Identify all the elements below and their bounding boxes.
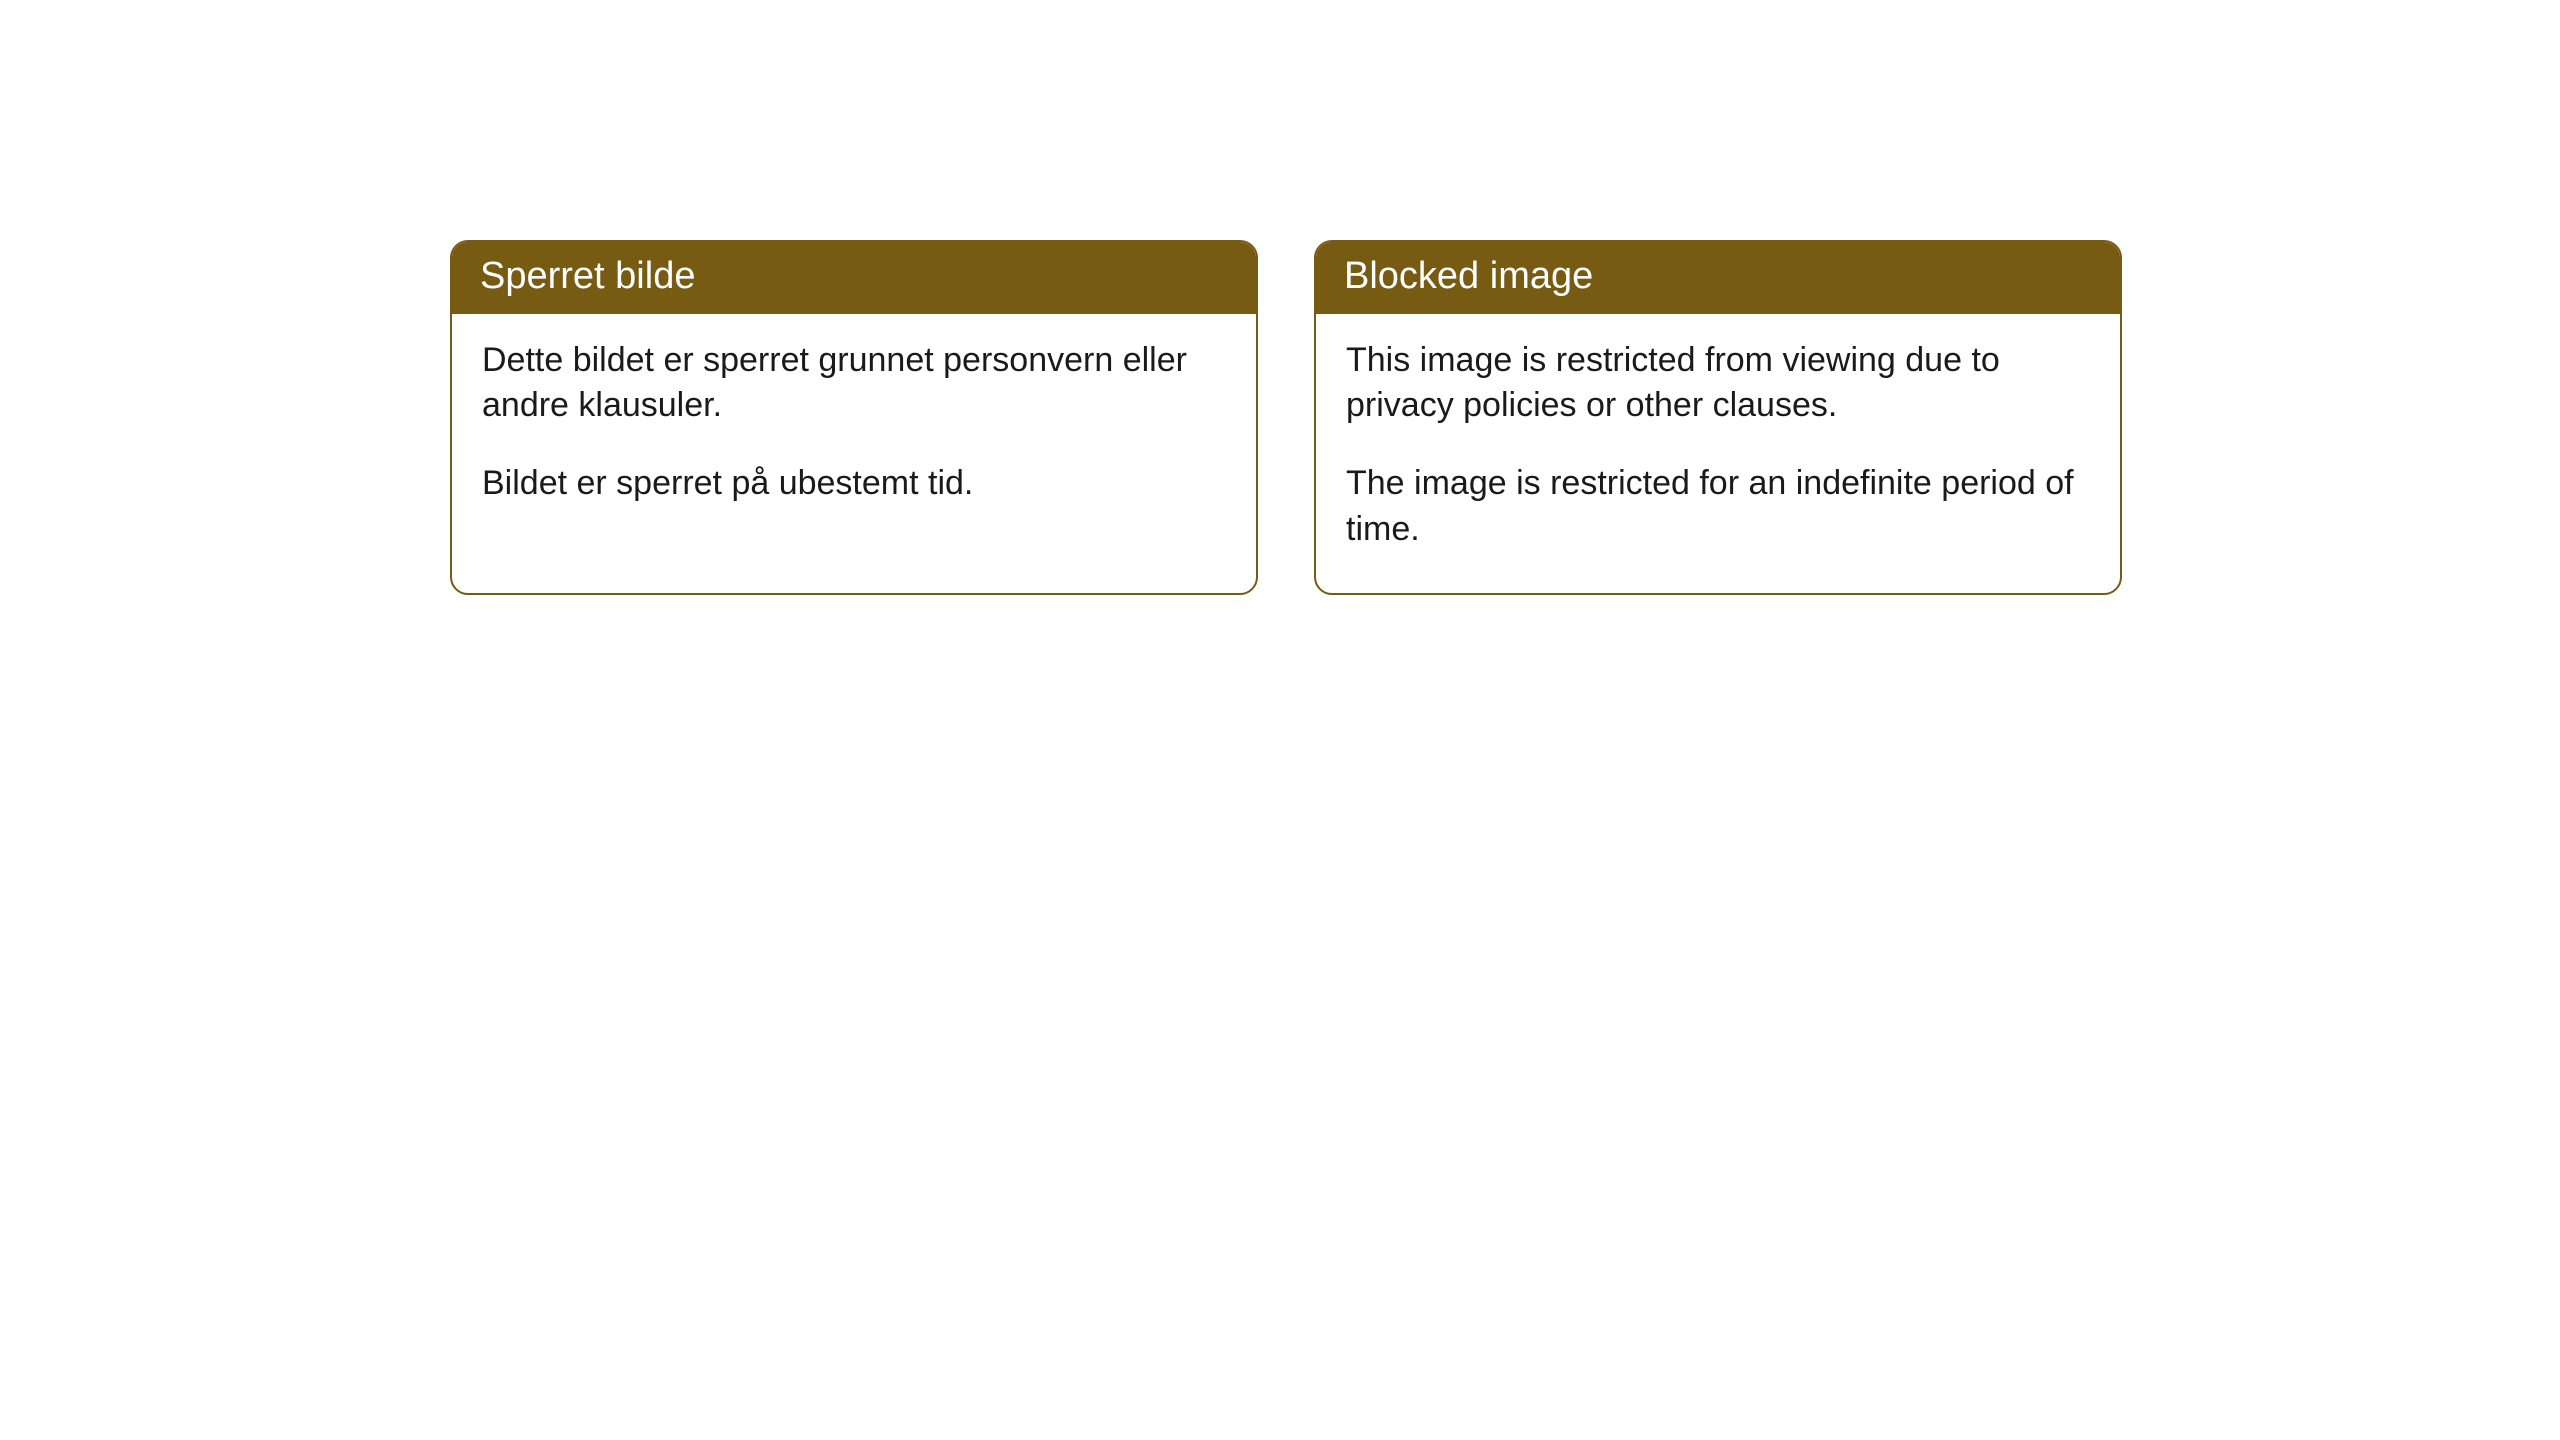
- card-body-norwegian: Dette bildet er sperret grunnet personve…: [452, 314, 1256, 548]
- card-english: Blocked image This image is restricted f…: [1314, 240, 2122, 595]
- card-header-norwegian: Sperret bilde: [452, 242, 1256, 314]
- card-paragraph-1: This image is restricted from viewing du…: [1346, 338, 2090, 430]
- card-body-english: This image is restricted from viewing du…: [1316, 314, 2120, 594]
- cards-container: Sperret bilde Dette bildet er sperret gr…: [450, 240, 2122, 595]
- card-paragraph-2: Bildet er sperret på ubestemt tid.: [482, 461, 1226, 507]
- card-paragraph-2: The image is restricted for an indefinit…: [1346, 461, 2090, 553]
- card-norwegian: Sperret bilde Dette bildet er sperret gr…: [450, 240, 1258, 595]
- card-paragraph-1: Dette bildet er sperret grunnet personve…: [482, 338, 1226, 430]
- card-header-english: Blocked image: [1316, 242, 2120, 314]
